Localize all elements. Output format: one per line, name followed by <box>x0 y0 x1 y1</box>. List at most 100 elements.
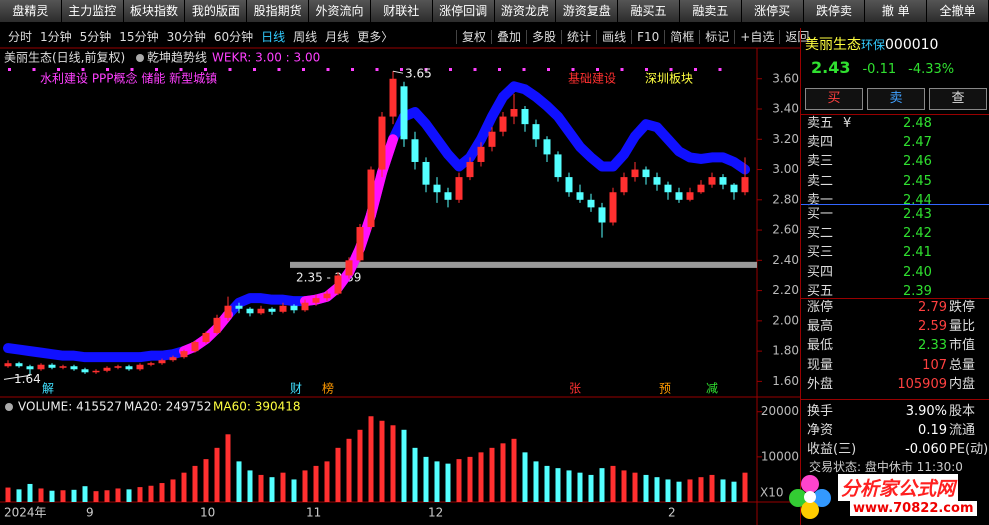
indicator-name: 乾坤趋势线 <box>147 50 207 65</box>
toolbar-button[interactable]: 融卖五 <box>679 0 742 22</box>
toolbar-button[interactable]: 全撤单 <box>927 0 989 22</box>
signal-dot <box>498 68 501 71</box>
stat-row: 最低 2.33 市值 <box>807 336 987 355</box>
period-tab[interactable]: 60分钟 <box>213 30 254 44</box>
tool-button[interactable]: 叠加 <box>491 30 527 44</box>
toolbar-button[interactable]: 外资流向 <box>309 0 371 22</box>
volume-bar <box>621 470 627 502</box>
volume-bar <box>313 465 319 502</box>
stat-label: 收益(三) <box>807 442 857 458</box>
volume-bar <box>379 420 385 502</box>
candle-body <box>81 369 89 373</box>
separator <box>801 204 989 205</box>
logo-petal <box>813 489 831 507</box>
book-price: 2.42 <box>903 226 932 242</box>
candle-body <box>411 139 419 162</box>
toolbar-button[interactable]: 融买五 <box>618 0 680 22</box>
volume-bar <box>632 472 638 502</box>
volume-bar <box>742 472 748 502</box>
period-tab[interactable]: 日线 <box>261 30 286 44</box>
candle-body <box>246 308 254 314</box>
signal-dot <box>620 68 624 71</box>
toolbar-button[interactable]: 涨停买 <box>741 0 804 22</box>
volume-bar <box>665 479 671 502</box>
price-change: -0.11 <box>862 62 897 77</box>
candle-body <box>719 177 727 185</box>
toolbar-button[interactable]: 股指期货 <box>247 0 310 22</box>
stat-label: 量比 <box>949 319 976 335</box>
period-tab[interactable]: 周线 <box>293 30 318 44</box>
period-tab[interactable]: 30分钟 <box>166 30 206 44</box>
trend-line <box>3 81 750 363</box>
volume-bar <box>269 477 275 502</box>
toolbar-button[interactable]: 跌停卖 <box>803 0 866 22</box>
signal-dot <box>81 68 85 71</box>
tool-button[interactable]: F10 <box>631 30 665 44</box>
volume-bar <box>236 461 242 502</box>
toolbar-button[interactable]: 我的版面 <box>185 0 248 22</box>
tool-button[interactable]: 复权 <box>456 30 492 44</box>
concept-tags: 水利建设 PPP概念 储能 新型城镇 <box>40 71 217 86</box>
trade-button[interactable]: 查 <box>929 88 987 110</box>
candle-body <box>565 177 573 193</box>
volume-bar <box>555 468 561 502</box>
candle-body <box>70 366 78 370</box>
candle-body <box>609 192 617 223</box>
period-tab[interactable]: 更多〉 <box>357 30 394 44</box>
x-tick-label: 10 <box>200 506 215 520</box>
volume-bar <box>445 463 451 502</box>
signal-dot <box>228 68 232 71</box>
tool-button[interactable]: 画线 <box>596 30 632 44</box>
stat-value: 3.90% <box>905 404 947 419</box>
volume-bar <box>159 483 165 502</box>
period-tab[interactable]: 分时 <box>8 30 33 44</box>
tool-button[interactable]: 标记 <box>699 30 735 44</box>
tool-button[interactable]: 统计 <box>561 30 597 44</box>
candle-body <box>642 169 650 178</box>
signal-dot <box>130 68 134 71</box>
period-tab[interactable]: 1分钟 <box>40 30 72 44</box>
y-tick-label: 2.60 <box>772 223 799 237</box>
signal-dot <box>669 68 673 71</box>
stat-value: 2.33 <box>918 338 947 354</box>
volume-bar <box>346 438 352 502</box>
book-row: 买五 2.39 <box>807 282 987 301</box>
toolbar-button[interactable]: 主力监控 <box>61 0 124 22</box>
volume-bar <box>676 481 682 502</box>
quote-header: 美丽生态环保000010 <box>805 34 938 54</box>
toolbar-button[interactable]: 板块指数 <box>123 0 186 22</box>
book-row: 卖三 2.46 <box>807 152 987 171</box>
volume-bar <box>456 459 462 502</box>
tool-button[interactable]: 多股 <box>526 30 562 44</box>
candle-body <box>4 363 12 367</box>
candle-body <box>15 363 23 367</box>
volume-bar <box>401 429 407 502</box>
candle-body <box>378 116 386 170</box>
volume-bar <box>434 461 440 502</box>
toolbar-button[interactable]: 游资龙虎 <box>494 0 557 22</box>
candle-body <box>290 305 298 311</box>
volume-bar <box>357 429 363 502</box>
toolbar-button[interactable]: 财联社 <box>370 0 433 22</box>
candle-body <box>697 184 705 193</box>
period-tab[interactable]: 15分钟 <box>119 30 159 44</box>
period-tab[interactable]: 月线 <box>325 30 350 44</box>
signal-dot <box>596 68 599 71</box>
tool-button[interactable]: +自选 <box>734 30 780 44</box>
period-tab[interactable]: 5分钟 <box>79 30 112 44</box>
volume-bar <box>423 456 429 502</box>
candle-body <box>477 146 485 162</box>
candle-body <box>136 364 144 370</box>
candle-body <box>598 207 606 223</box>
trade-button[interactable]: 买 <box>805 88 863 110</box>
toolbar-button[interactable]: 涨停回调 <box>432 0 495 22</box>
trade-button[interactable]: 卖 <box>867 88 925 110</box>
toolbar-button[interactable]: 撤 单 <box>865 0 928 22</box>
concept-tag: 深圳板块 <box>645 72 693 86</box>
event-marker: 减 <box>706 382 718 396</box>
toolbar-button[interactable]: 盘精灵 <box>0 0 62 22</box>
tool-button[interactable]: 简框 <box>664 30 700 44</box>
event-marker: 预 <box>659 382 671 396</box>
tool-button[interactable]: 返回 <box>779 30 815 44</box>
toolbar-button[interactable]: 游资复盘 <box>556 0 619 22</box>
